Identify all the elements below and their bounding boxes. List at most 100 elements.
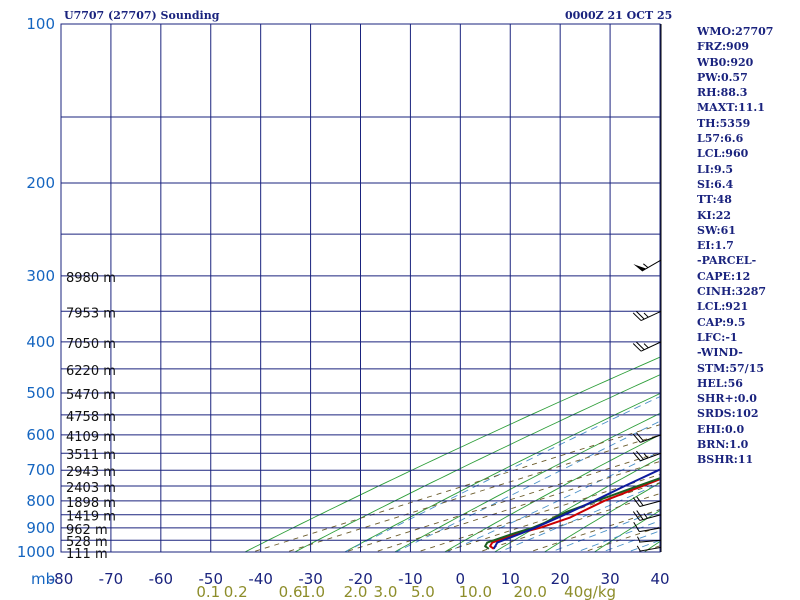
wind-barb xyxy=(637,536,662,543)
wind-barb-staff xyxy=(640,341,662,352)
mixing-ratio-tick-label: 5.0 xyxy=(411,583,435,600)
height-label: 7050 m xyxy=(66,337,116,352)
index-item: MAXT:11.1 xyxy=(697,101,765,115)
moist-adiabat xyxy=(446,450,660,552)
mixing-ratio-tick-label: 0.1 xyxy=(196,583,220,600)
wind-barb xyxy=(632,310,662,322)
parcel-profile xyxy=(492,468,660,550)
pressure-tick-label: 1000 xyxy=(17,543,55,561)
index-item: SW:61 xyxy=(697,223,736,237)
wind-barb xyxy=(636,545,662,552)
index-item: -WIND- xyxy=(697,346,743,360)
index-item: EI:1.7 xyxy=(697,239,734,253)
index-item: KI:22 xyxy=(697,208,732,222)
height-label: 5470 m xyxy=(66,388,116,403)
index-item: WMO:27707 xyxy=(697,25,774,38)
index-item: L57:6.6 xyxy=(697,132,744,146)
wind-barb-full xyxy=(636,311,645,320)
height-label: 528 m xyxy=(66,535,108,550)
wind-barb-full xyxy=(636,450,644,460)
mixing-ratio-tick-label: 1.0 xyxy=(301,583,325,600)
pressure-unit-label: mb xyxy=(31,570,55,588)
index-item: CINH:3287 xyxy=(697,285,767,299)
mixing-ratio-tick-label: 20.0 xyxy=(514,583,547,600)
profile-lines xyxy=(484,468,660,550)
plot-area xyxy=(61,24,660,552)
pressure-tick-label: 400 xyxy=(26,333,55,351)
wind-barb-staff xyxy=(639,527,662,533)
wind-barb-half xyxy=(637,536,641,543)
index-item: LCL:921 xyxy=(697,300,749,314)
temperature-tick-label: -50 xyxy=(199,570,224,588)
height-label: 962 m xyxy=(66,523,108,538)
temperature-tick-label: 40 xyxy=(650,570,669,588)
temperature-tick-label: -30 xyxy=(298,570,323,588)
temperature-axis: -80 -70 -60 -50 -40 -30 -20 -10 0 10 20 30 40 xyxy=(49,570,670,588)
dry-adiabat xyxy=(393,412,660,552)
height-label: 2943 m xyxy=(66,465,116,480)
plot-border xyxy=(60,23,661,553)
temperature-tick-label: 10 xyxy=(501,570,520,588)
height-label: 1898 m xyxy=(66,496,116,511)
height-label: 4109 m xyxy=(66,430,116,445)
wind-barb-full xyxy=(632,433,641,443)
wind-barb-full xyxy=(632,497,641,507)
index-item: TT:48 xyxy=(697,193,732,207)
mixing-ratio-axis: 0.1 0.2 0.61.0 2.0 3.0 5.0 10.0 20.0 40g/kg xyxy=(196,583,616,600)
index-item: PW:0.57 xyxy=(697,70,748,84)
height-label: 111 m xyxy=(66,547,108,562)
mixing-ratio-tick-label: 10.0 xyxy=(459,583,492,600)
pressure-tick-label: 900 xyxy=(26,519,55,537)
wind-barb-full xyxy=(632,343,642,352)
index-item: LI:9.5 xyxy=(697,162,734,176)
isotherms xyxy=(61,24,660,552)
wind-barb-half xyxy=(643,513,648,519)
dry-adiabat xyxy=(543,482,660,552)
temperature-tick-label: -80 xyxy=(49,570,74,588)
dry-adiabat xyxy=(293,374,660,552)
wind-barb xyxy=(633,259,662,272)
temperature-tick-label: -20 xyxy=(348,570,373,588)
dewpoint-profile xyxy=(484,477,660,550)
mixing-ratio-tick-label: 40g/kg xyxy=(564,583,616,600)
wind-barb-staff xyxy=(639,500,662,508)
mixing-ratio-tick-label: 3.0 xyxy=(374,583,398,600)
temperature-tick-label: -10 xyxy=(398,570,423,588)
wind-barb-pennant xyxy=(633,264,647,272)
wind-barb xyxy=(632,510,662,521)
index-item: CAP:9.5 xyxy=(697,315,746,329)
wind-barb-staff xyxy=(640,434,662,443)
pressure-tick-label: 500 xyxy=(26,384,55,402)
isobars xyxy=(61,24,660,552)
height-labels: 8980 m 7953 m 7050 m 6220 m 5470 m 4758 m 4109… xyxy=(66,271,116,562)
pressure-axis: 100 200 300 400 500 600 700 800 900 1000 mb xyxy=(17,15,55,588)
wind-barb-full xyxy=(633,521,640,532)
pressure-tick-label: 300 xyxy=(26,267,55,285)
temperature-tick-label: 20 xyxy=(551,570,570,588)
pressure-tick-label: 600 xyxy=(26,426,55,444)
date-title: 0000Z 21 OCT 25 xyxy=(565,9,673,22)
wind-barb-half xyxy=(643,453,649,459)
wind-barb-half xyxy=(636,545,641,552)
wind-barb-full xyxy=(632,452,641,462)
height-label: 3511 m xyxy=(66,448,116,463)
wind-barb-staff xyxy=(639,539,662,543)
index-item: BSHR:11 xyxy=(697,453,754,467)
wind-barb xyxy=(633,521,662,533)
wind-barb-full xyxy=(632,511,641,521)
wind-barb xyxy=(632,450,662,462)
wind-barb-staff xyxy=(640,452,662,462)
wind-barb xyxy=(632,496,662,508)
pressure-tick-label: 700 xyxy=(26,461,55,479)
index-item: WB0:920 xyxy=(697,55,754,69)
index-item: LFC:-1 xyxy=(697,330,738,344)
wind-barb-full xyxy=(636,510,644,520)
index-item: RH:88.3 xyxy=(697,86,748,100)
temperature-tick-label: 0 xyxy=(456,570,466,588)
index-item: SHR+:0.0 xyxy=(697,392,757,406)
index-item: SI:6.4 xyxy=(697,177,734,191)
indices-panel: WMO:27707 FRZ:909 WB0:920 PW:0.57 RH:88.3 MAX… xyxy=(697,24,773,468)
pressure-tick-label: 200 xyxy=(26,174,55,192)
index-item: CAPE:12 xyxy=(697,269,751,283)
